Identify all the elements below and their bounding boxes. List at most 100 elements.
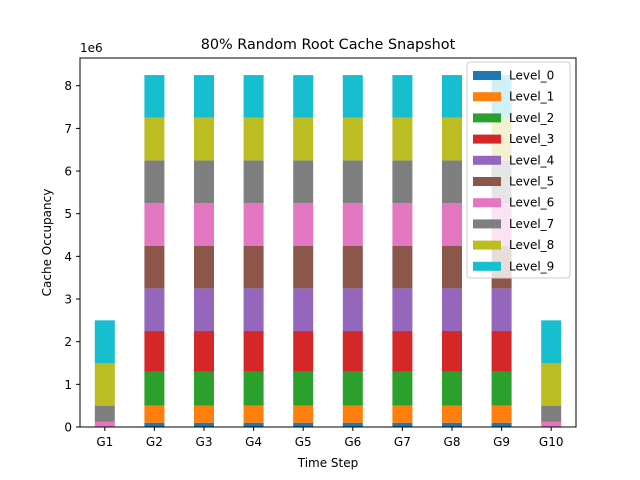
y-tick-label: 7 — [64, 122, 72, 136]
bar-segment — [442, 117, 462, 161]
bar-segment — [392, 422, 413, 427]
bars-group — [94, 75, 562, 427]
legend-label: Level_0 — [509, 69, 554, 83]
y-tick-label: 1 — [64, 378, 72, 392]
bar-segment — [243, 203, 264, 246]
x-tick-label: G1 — [96, 435, 113, 449]
x-tick-label: G2 — [146, 435, 163, 449]
x-tick-label: G6 — [344, 435, 361, 449]
bar-segment — [94, 320, 115, 364]
bar-segment — [392, 245, 413, 289]
y-tick-label: 4 — [64, 250, 72, 264]
bar-segment — [194, 160, 214, 204]
bar-segment — [342, 245, 363, 289]
bar-segment — [541, 421, 562, 427]
bar-segment — [194, 75, 214, 118]
bar-segment — [491, 371, 512, 406]
bar-segment — [194, 245, 214, 289]
x-tick-label: G7 — [394, 435, 411, 449]
bar-segment — [293, 371, 314, 406]
bar-segment — [144, 203, 165, 246]
legend-label: Level_3 — [509, 132, 554, 146]
bar-segment — [293, 160, 314, 204]
bar-segment — [243, 75, 264, 118]
bar-segment — [442, 245, 462, 289]
bar-segment — [392, 405, 413, 423]
plot-frame — [79, 57, 577, 428]
legend-swatch — [473, 155, 501, 165]
legend-label: Level_6 — [509, 196, 554, 210]
legend-swatch — [473, 198, 501, 208]
x-tick-label: G9 — [493, 435, 510, 449]
bar-segment — [144, 245, 165, 289]
y-tick-label: 0 — [64, 421, 72, 435]
bar-segment — [392, 117, 413, 161]
bar-segment — [392, 331, 413, 372]
bar-segment — [392, 371, 413, 406]
bar-segment — [94, 405, 115, 422]
bar-segment — [194, 117, 214, 161]
bar-segment — [243, 288, 264, 332]
legend-swatch — [473, 240, 501, 250]
bar-segment — [194, 422, 214, 427]
bar-segment — [392, 288, 413, 332]
bar-segment — [541, 405, 562, 422]
bar-segment — [293, 405, 314, 423]
bar-segment — [293, 203, 314, 246]
bar-segment — [243, 422, 264, 427]
bar-segment — [342, 288, 363, 332]
bar-segment — [442, 371, 462, 406]
x-tick-label: G10 — [539, 435, 564, 449]
legend-swatch — [473, 219, 501, 229]
bar-segment — [342, 331, 363, 372]
bar-segment — [293, 75, 314, 118]
legend-label: Level_5 — [509, 175, 554, 189]
bar-segment — [342, 203, 363, 246]
bar-segment — [144, 331, 165, 372]
bar-segment — [243, 405, 264, 423]
bar-segment — [541, 320, 562, 364]
x-tick-label: G4 — [245, 435, 262, 449]
bar-segment — [94, 363, 115, 406]
legend-swatch — [473, 92, 501, 102]
bar-segment — [342, 405, 363, 423]
bar-segment — [442, 422, 462, 427]
bar-segment — [491, 405, 512, 423]
bar-segment — [293, 331, 314, 372]
bar-segment — [442, 288, 462, 332]
y-tick-label: 6 — [64, 165, 72, 179]
legend-swatch — [473, 113, 501, 123]
x-tick-label: G5 — [295, 435, 312, 449]
legend-label: Level_4 — [509, 153, 554, 167]
legend-label: Level_2 — [509, 111, 554, 125]
x-axis-ticks: G1 G2 G3 G4 G5 G6 G7 G8 G9 G10 — [96, 427, 563, 449]
bar-segment — [144, 422, 165, 427]
bar-segment — [491, 331, 512, 372]
legend-label: Level_7 — [509, 217, 554, 231]
bar-segment — [194, 203, 214, 246]
bar-segment — [144, 288, 165, 332]
y-axis-ticks: 0 1 2 3 4 5 6 7 8 — [64, 79, 80, 435]
bar-segment — [541, 363, 562, 406]
y-tick-label: 8 — [64, 79, 72, 93]
legend-swatch — [473, 177, 501, 186]
bar-segment — [442, 75, 462, 118]
bar-segment — [442, 160, 462, 204]
bar-segment — [243, 371, 264, 406]
bar-segment — [144, 75, 165, 118]
bar-segment — [293, 422, 314, 427]
y-tick-label: 3 — [64, 293, 72, 307]
bar-segment — [243, 331, 264, 372]
bar-segment — [243, 160, 264, 204]
y-axis-label: Cache Occupancy — [40, 189, 54, 297]
x-tick-label: G3 — [196, 435, 213, 449]
bar-segment — [144, 371, 165, 406]
bar-segment — [194, 331, 214, 372]
y-tick-label: 5 — [64, 207, 72, 221]
bar-segment — [442, 331, 462, 372]
bar-segment — [243, 245, 264, 289]
bar-segment — [342, 75, 363, 118]
y-tick-label: 2 — [64, 335, 72, 349]
bar-segment — [342, 160, 363, 204]
